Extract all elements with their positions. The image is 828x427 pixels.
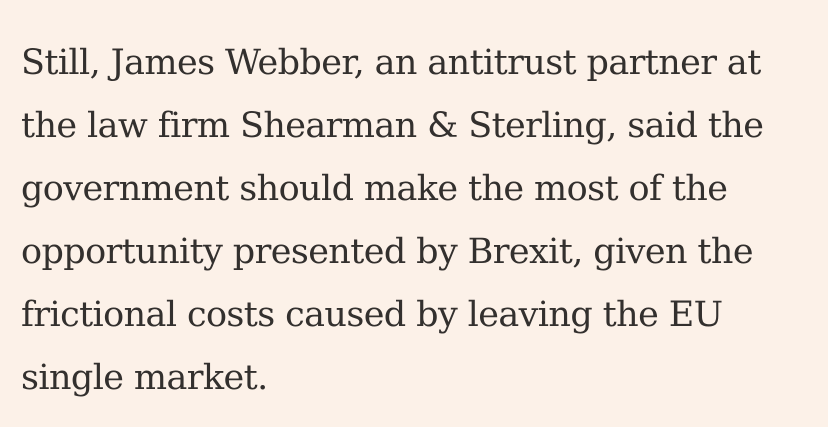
paragraph-line-6: single market. [21, 358, 268, 398]
article-paragraph: Still, James Webber, an antitrust partne… [21, 32, 764, 410]
paragraph-line-4: opportunity presented by Brexit, given t… [21, 232, 754, 272]
paragraph-line-2: the law firm Shearman & Sterling, said t… [21, 106, 764, 146]
paragraph-line-3: government should make the most of the [21, 169, 728, 209]
paragraph-line-5: frictional costs caused by leaving the E… [21, 295, 723, 335]
paragraph-line-1: Still, James Webber, an antitrust partne… [21, 43, 761, 83]
